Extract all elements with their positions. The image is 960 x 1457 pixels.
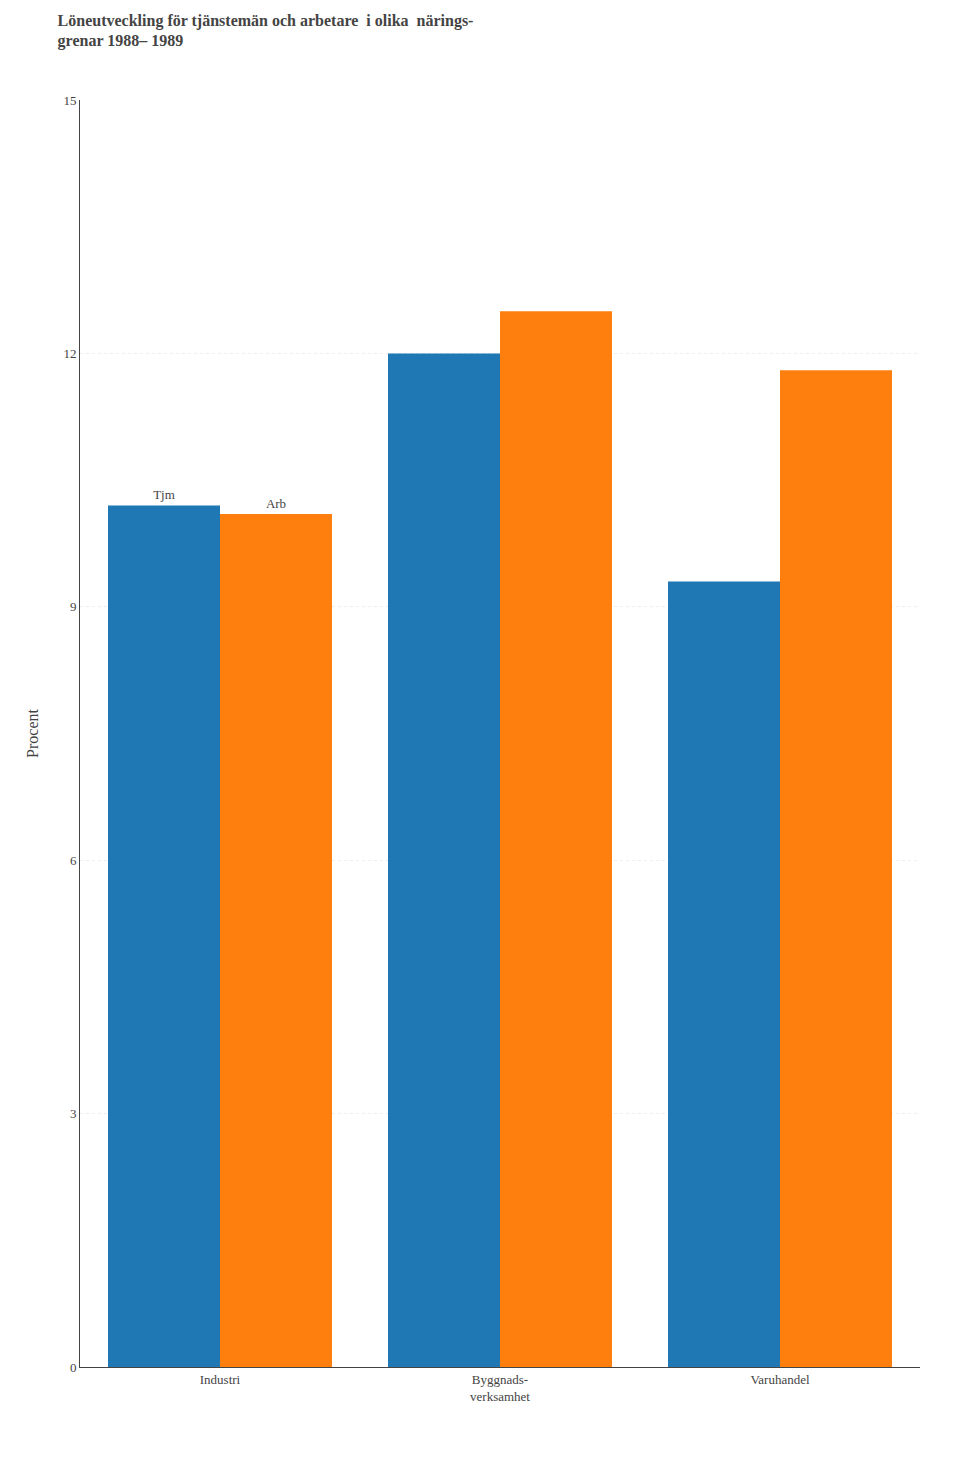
- svg-text:12: 12: [63, 346, 76, 361]
- svg-text:9: 9: [70, 599, 77, 614]
- svg-text:Löneutveckling för tjänstemän: Löneutveckling för tjänstemän och arbeta…: [58, 12, 474, 51]
- svg-text:Industri: Industri: [200, 1372, 241, 1387]
- svg-text:Varuhandel: Varuhandel: [750, 1372, 810, 1387]
- svg-text:3: 3: [70, 1106, 77, 1121]
- svg-text:0: 0: [70, 1360, 77, 1375]
- svg-text:Arb: Arb: [266, 496, 286, 511]
- svg-text:6: 6: [70, 853, 77, 868]
- svg-text:15: 15: [63, 93, 76, 108]
- svg-text:Procent: Procent: [24, 709, 41, 758]
- svg-text:Byggnads-verksamhet: Byggnads-verksamhet: [470, 1372, 530, 1404]
- svg-text:Tjm: Tjm: [153, 487, 175, 502]
